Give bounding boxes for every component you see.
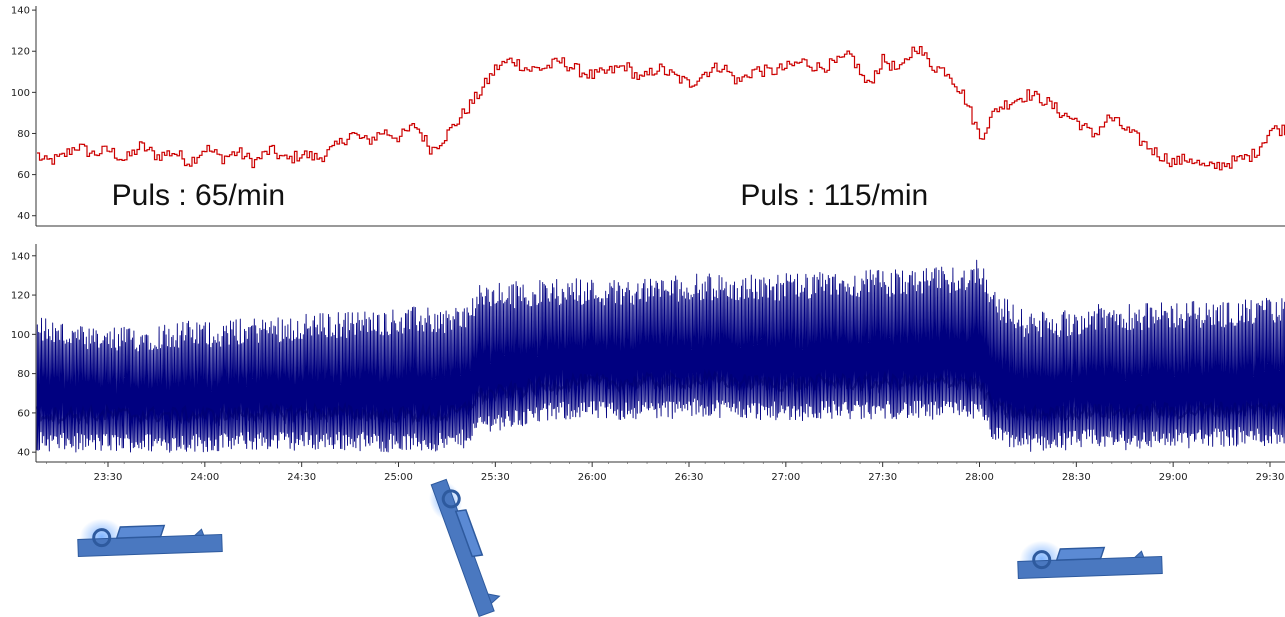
y-tick-label: 80 [17, 369, 30, 380]
y-tick-label: 100 [11, 88, 30, 99]
bp-series [35, 259, 1285, 453]
bp-mean-band [35, 368, 1285, 427]
pulse-line [37, 46, 1285, 171]
pulse-axis: 40 60 80 100 120 140 [11, 6, 1285, 227]
x-tick-label: 28:30 [1062, 472, 1091, 483]
pulse-chart: 40 60 80 100 120 140 Puls : 65/min Puls : 115/… [11, 6, 1285, 227]
x-tick-label: 24:00 [190, 472, 219, 483]
pulse-annotations: Puls : 65/min Puls : 115/min [112, 179, 929, 212]
x-tick-label: 26:00 [578, 472, 607, 483]
y-tick-label: 80 [17, 129, 30, 140]
x-tick-label: 23:30 [94, 472, 123, 483]
blood-pressure-chart: 40 60 80 100 120 140 23:30 24:00 24:30 25:00 25:30… [11, 244, 1285, 483]
y-tick-label: 40 [17, 211, 30, 222]
x-tick-label: 27:00 [771, 472, 800, 483]
y-tick-label: 60 [17, 408, 30, 419]
supine-position-icon [1017, 540, 1163, 580]
x-tick-label: 25:00 [384, 472, 413, 483]
y-tick-label: 140 [11, 6, 30, 17]
x-tick-label: 28:00 [965, 472, 994, 483]
y-tick-label: 40 [17, 448, 30, 459]
y-tick-label: 120 [11, 291, 30, 302]
y-tick-label: 120 [11, 47, 30, 58]
x-tick-label: 26:30 [675, 472, 704, 483]
x-tick-label: 24:30 [287, 472, 316, 483]
x-tick-label: 25:30 [481, 472, 510, 483]
x-tick-label: 29:00 [1159, 472, 1188, 483]
pulse-annotation: Puls : 115/min [740, 179, 928, 212]
pulse-annotation: Puls : 65/min [112, 179, 285, 212]
x-tick-label: 27:30 [868, 472, 897, 483]
bp-axis: 40 60 80 100 120 140 23:30 24:00 24:30 25:00 25:30… [11, 244, 1285, 483]
y-tick-label: 60 [17, 170, 30, 181]
y-tick-label: 100 [11, 330, 30, 341]
pulse-series [37, 46, 1285, 171]
bp-waveform [36, 259, 1285, 453]
supine-position-icon [77, 518, 223, 558]
x-tick-label: 29:30 [1256, 472, 1285, 483]
tilt-position-icon [429, 478, 501, 617]
y-tick-label: 140 [11, 251, 30, 262]
